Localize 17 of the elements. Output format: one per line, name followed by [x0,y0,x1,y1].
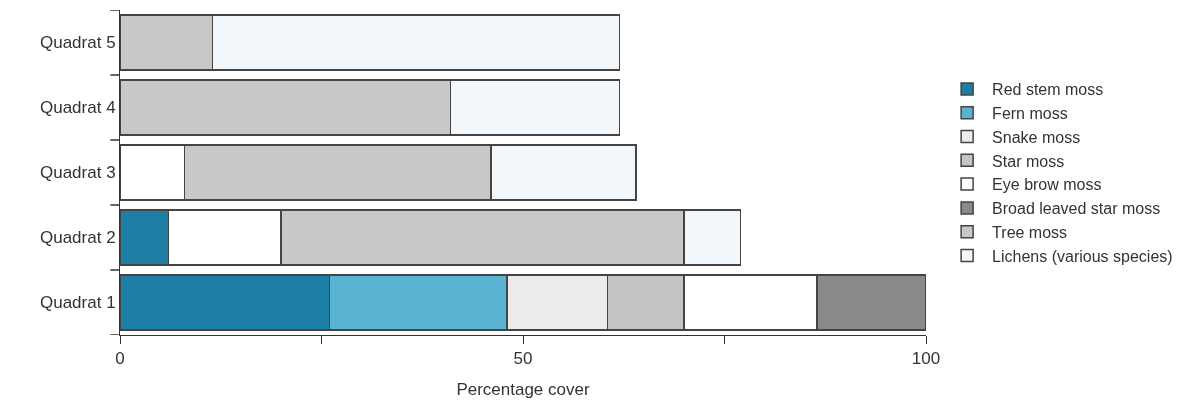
y-tick-label: Quadrat 5 [39,33,116,53]
legend-label: Tree moss [992,223,1068,241]
x-tick-label: 50 [513,349,533,369]
y-tick-label: Quadrat 3 [39,163,116,183]
x-tick-label: 100 [911,349,941,369]
legend-label: Broad leaved star moss [992,200,1161,218]
legend-label: Star moss [992,152,1065,170]
x-axis-title: Percentage cover [456,379,590,399]
y-tick-label: Quadrat 4 [39,98,116,118]
legend-label: Red stem moss [992,81,1104,99]
x-tick-label: 0 [115,349,125,369]
legend-label: Snake moss [992,128,1081,146]
legend-label: Lichens (various species) [992,247,1173,265]
y-tick-label: Quadrat 2 [39,228,116,248]
legend-label: Fern moss [992,104,1068,122]
y-tick-label: Quadrat 1 [39,293,116,313]
legend-label: Eye brow moss [992,176,1102,194]
